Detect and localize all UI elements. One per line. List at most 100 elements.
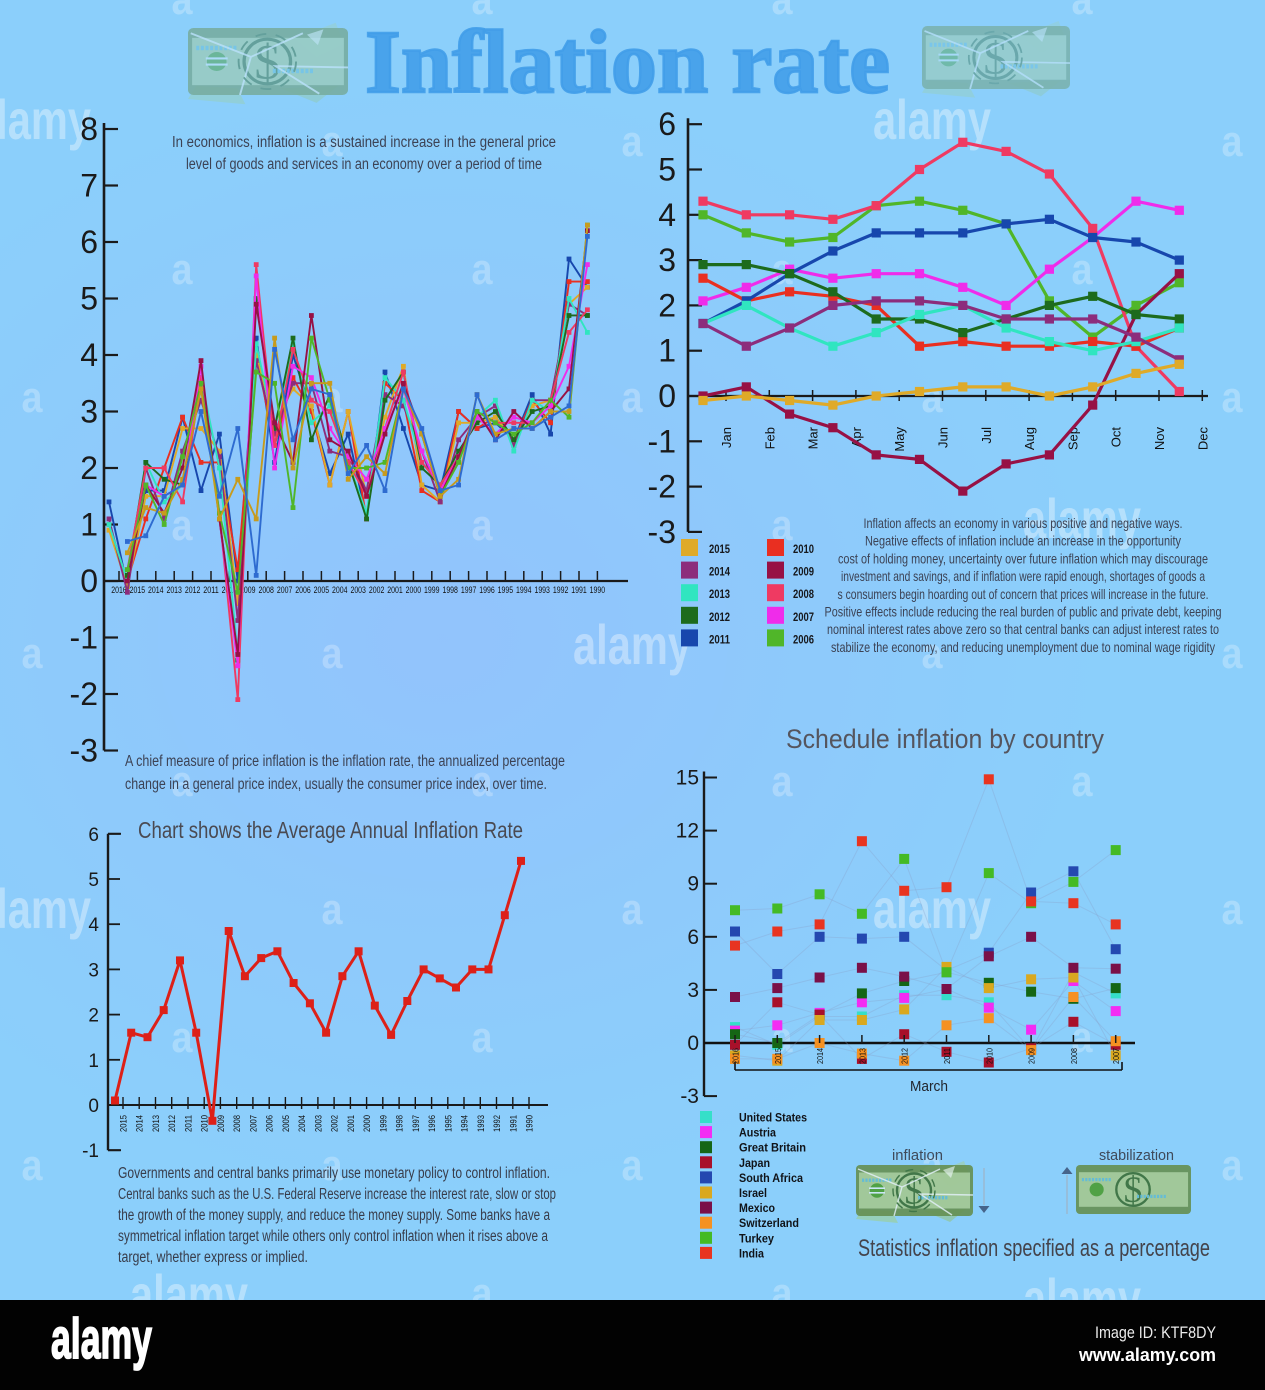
svg-text:2015: 2015 [130,585,146,595]
svg-text:symmetrical inflation target w: symmetrical inflation target while other… [118,1228,548,1245]
svg-text:2010: 2010 [984,1048,994,1064]
svg-text:Schedule inflation by country: Schedule inflation by country [786,724,1104,754]
svg-text:Inflation rate: Inflation rate [365,13,890,112]
svg-text:12: 12 [676,820,699,843]
svg-text:0: 0 [88,1096,99,1117]
svg-text:2014: 2014 [135,1115,145,1132]
svg-text:March: March [910,1078,948,1095]
svg-text:a: a [472,0,493,24]
svg-text:Positive effects include reduc: Positive effects include reducing the re… [825,604,1222,620]
svg-text:Feb: Feb [762,427,777,449]
svg-text:United States: United States [739,1113,807,1125]
svg-text:Image ID: KTF8DY: Image ID: KTF8DY [1095,1324,1216,1342]
svg-text:1994: 1994 [516,585,532,595]
svg-text:2000: 2000 [362,1115,372,1132]
svg-text:Great Britain: Great Britain [739,1143,806,1155]
svg-text:a: a [322,629,343,678]
svg-text:a: a [922,629,943,678]
svg-text:$: $ [905,1171,924,1213]
svg-text:2003: 2003 [313,1115,323,1132]
svg-text:1: 1 [80,507,98,543]
svg-text:Inflation affects an economy i: Inflation affects an economy in various … [864,515,1183,531]
svg-text:4: 4 [658,197,676,233]
svg-text:a: a [772,757,793,806]
svg-text:-3: -3 [680,1085,699,1108]
svg-text:Central banks such as the U.S.: Central banks such as the U.S. Federal R… [118,1186,556,1203]
svg-text:-2: -2 [70,676,98,712]
svg-text:alamy: alamy [0,877,91,940]
svg-text:Chart shows the Average Annual: Chart shows the Average Annual Inflation… [138,817,523,843]
svg-text:2002: 2002 [369,585,385,595]
svg-text:-1: -1 [648,423,676,459]
svg-text:Mexico: Mexico [739,1203,775,1215]
svg-text:2001: 2001 [346,1115,356,1132]
svg-text:1996: 1996 [427,1115,437,1132]
svg-text:a: a [622,885,643,934]
svg-text:2016: 2016 [731,1048,741,1064]
svg-text:2013: 2013 [857,1048,867,1064]
svg-text:5: 5 [658,152,676,188]
svg-text:May: May [892,427,907,452]
svg-text:a: a [172,757,193,806]
svg-text:www.alamy.com: www.alamy.com [1078,1345,1216,1365]
svg-text:2001: 2001 [387,585,403,595]
svg-text:a: a [22,373,43,422]
svg-text:1993: 1993 [534,585,550,595]
svg-text:1999: 1999 [378,1115,388,1132]
svg-text:Turkey: Turkey [739,1233,775,1245]
svg-text:a: a [472,501,493,550]
svg-text:Jan: Jan [719,427,734,448]
svg-text:2014: 2014 [148,585,164,595]
svg-text:2012: 2012 [185,585,201,595]
svg-text:a: a [472,245,493,294]
svg-text:1994: 1994 [460,1115,470,1132]
svg-text:3: 3 [687,979,699,1002]
svg-text:2013: 2013 [151,1115,161,1132]
svg-text:a: a [172,1013,193,1062]
svg-text:2004: 2004 [297,1115,307,1132]
svg-text:Jun: Jun [936,427,951,448]
svg-text:2003: 2003 [350,585,366,595]
svg-text:level of goods and services in: level of goods and services in an econom… [186,156,542,173]
svg-text:2: 2 [88,1006,99,1027]
svg-text:1997: 1997 [461,585,477,595]
svg-text:investment and savings, and if: investment and savings, and if inflation… [841,568,1205,584]
svg-text:2014: 2014 [815,1048,825,1064]
svg-text:a: a [472,757,493,806]
svg-text:alamy: alamy [873,877,991,940]
svg-text:a: a [322,885,343,934]
svg-text:2015: 2015 [709,544,730,556]
svg-text:0: 0 [658,378,676,414]
svg-text:1991: 1991 [508,1115,518,1132]
svg-text:1: 1 [658,333,676,369]
svg-text:alamy: alamy [0,88,91,151]
svg-text:a: a [22,629,43,678]
svg-text:2015: 2015 [119,1115,129,1132]
svg-text:3: 3 [658,242,676,278]
svg-text:8: 8 [80,111,98,147]
svg-text:2008: 2008 [1069,1048,1079,1064]
svg-text:change in a general price inde: change in a general price index, usually… [125,776,547,793]
svg-text:1993: 1993 [476,1115,486,1132]
svg-text:2006: 2006 [265,1115,275,1132]
svg-text:1991: 1991 [571,585,587,595]
svg-text:6: 6 [80,224,98,260]
svg-text:5: 5 [88,870,99,891]
svg-text:1995: 1995 [443,1115,453,1132]
svg-text:Dec: Dec [1195,427,1210,451]
svg-text:2009: 2009 [793,567,814,579]
svg-text:$: $ [1124,1169,1143,1210]
svg-text:a: a [1222,885,1243,934]
svg-text:6: 6 [687,926,699,949]
svg-text:2016: 2016 [111,585,127,595]
svg-text:Oct: Oct [1109,427,1124,448]
svg-text:2012: 2012 [167,1115,177,1132]
svg-text:Nov: Nov [1152,427,1167,451]
svg-text:2010: 2010 [200,1115,210,1132]
svg-text:1990: 1990 [525,1115,535,1132]
svg-text:2006: 2006 [793,634,814,646]
svg-text:a: a [1072,245,1093,294]
svg-text:2007: 2007 [1111,1048,1121,1064]
svg-text:1998: 1998 [395,1115,405,1132]
svg-text:2007: 2007 [277,585,293,595]
